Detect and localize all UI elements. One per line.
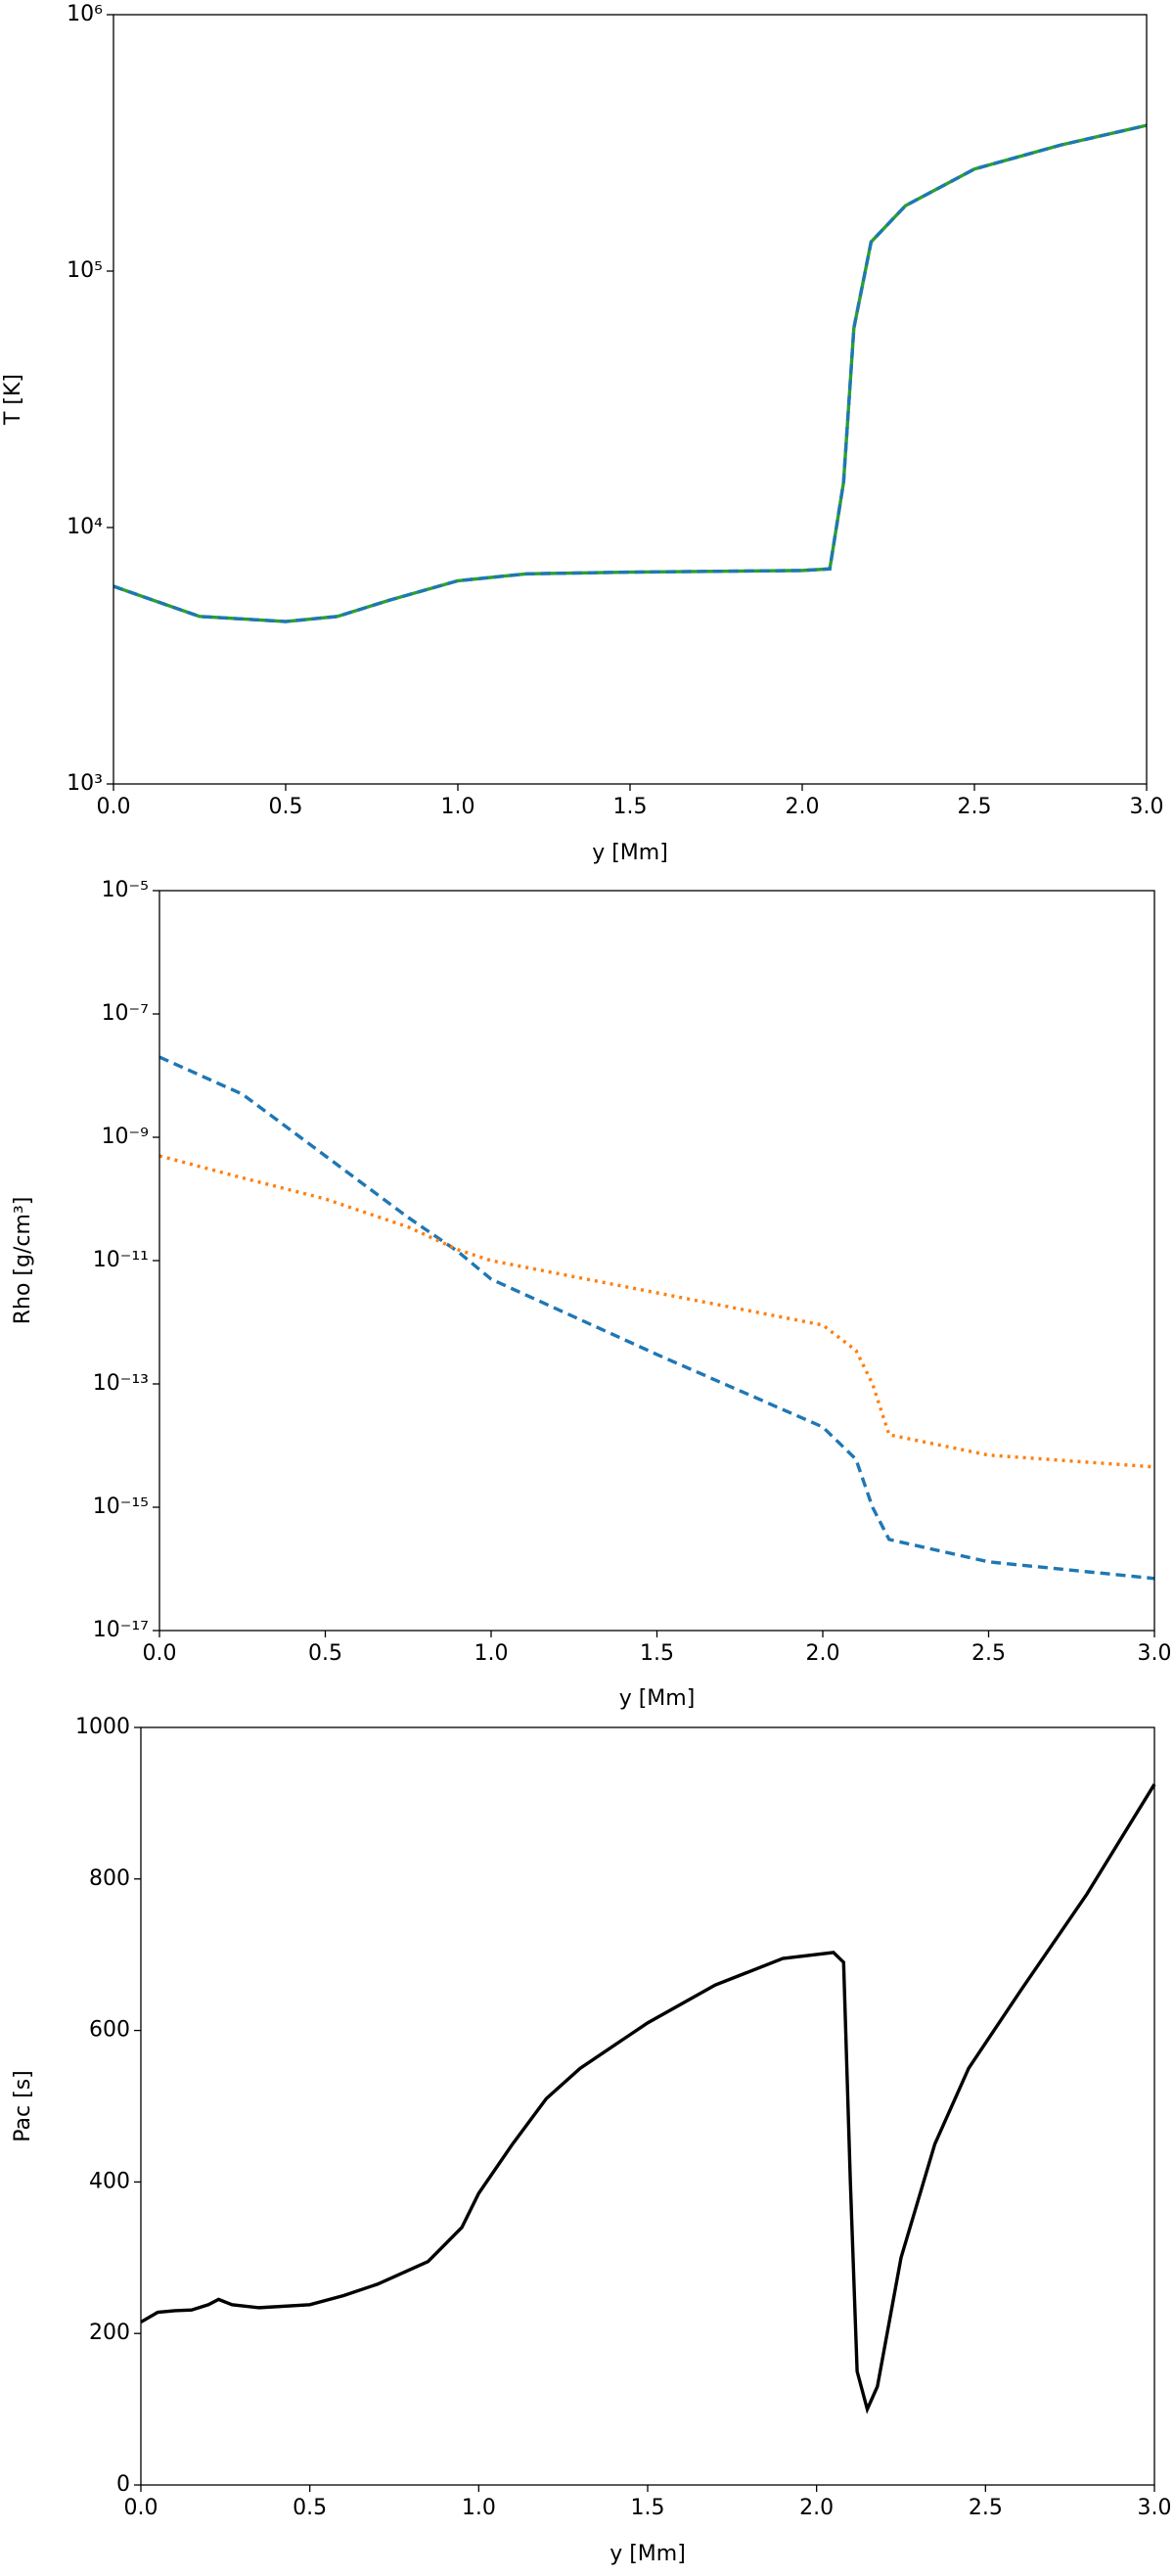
x-tick-label: 2.0 xyxy=(806,1641,840,1666)
series-line xyxy=(158,1055,1155,1581)
x-tick-label: 0.5 xyxy=(269,795,303,819)
y-tick-label: 10⁶ xyxy=(67,2,103,26)
y-tick-label: 10³ xyxy=(67,771,103,796)
y-tick-label: 10⁵ xyxy=(67,258,103,283)
x-tick-label: 3.0 xyxy=(1130,795,1164,819)
y-tick-label: 600 xyxy=(89,2018,130,2043)
x-tick-label: 3.0 xyxy=(1138,2496,1172,2520)
axes-frame xyxy=(113,14,1148,785)
y-tick-label: 10⁻⁵ xyxy=(102,878,149,902)
x-tick-label: 2.5 xyxy=(969,2496,1003,2520)
x-tick-label: 0.0 xyxy=(97,795,131,819)
x-axis-label: y [Mm] xyxy=(592,841,668,865)
x-axis-label: y [Mm] xyxy=(610,2542,686,2566)
y-tick-label: 1000 xyxy=(75,1715,130,1739)
y-tick-label: 10⁻⁹ xyxy=(102,1125,149,1149)
y-tick-label: 0 xyxy=(116,2472,130,2497)
x-axis-label: y [Mm] xyxy=(619,1686,696,1711)
x-tick-label: 2.0 xyxy=(799,2496,834,2520)
y-axis-label: Rho [g/cm³] xyxy=(11,1197,35,1325)
x-tick-label: 1.0 xyxy=(441,795,475,819)
y-tick-label: 800 xyxy=(89,1866,130,1891)
y-tick-label: 10⁻¹³ xyxy=(93,1371,149,1396)
x-tick-label: 2.0 xyxy=(786,795,820,819)
x-tick-label: 1.5 xyxy=(640,1641,674,1666)
y-tick-label: 10⁴ xyxy=(67,515,103,539)
series-line xyxy=(113,123,1148,623)
y-tick-label: 200 xyxy=(89,2321,130,2345)
x-tick-label: 1.0 xyxy=(474,1641,509,1666)
y-tick-label: 10⁻¹⁵ xyxy=(93,1495,149,1519)
y-axis-label: T [K] xyxy=(1,374,25,426)
y-axis-label: Pac [s] xyxy=(11,2070,35,2141)
y-tick-label: 400 xyxy=(89,2169,130,2193)
y-tick-label: 10⁻⁷ xyxy=(102,1001,149,1026)
x-tick-label: 0.0 xyxy=(143,1641,177,1666)
series-line xyxy=(158,1154,1155,1469)
x-tick-label: 1.5 xyxy=(613,795,648,819)
x-tick-label: 0.5 xyxy=(293,2496,327,2520)
axes-frame xyxy=(158,890,1155,1632)
x-tick-label: 0.0 xyxy=(124,2496,158,2520)
y-tick-label: 10⁻¹⁷ xyxy=(93,1618,149,1642)
x-tick-label: 2.5 xyxy=(958,795,992,819)
series-line xyxy=(140,1783,1156,2415)
x-tick-label: 1.5 xyxy=(631,2496,665,2520)
y-tick-label: 10⁻¹¹ xyxy=(93,1248,149,1272)
series-line xyxy=(113,123,1148,623)
x-tick-label: 3.0 xyxy=(1138,1641,1172,1666)
x-tick-label: 0.5 xyxy=(308,1641,342,1666)
axes-frame xyxy=(140,1726,1155,2486)
x-tick-label: 1.0 xyxy=(462,2496,496,2520)
x-tick-label: 2.5 xyxy=(971,1641,1006,1666)
